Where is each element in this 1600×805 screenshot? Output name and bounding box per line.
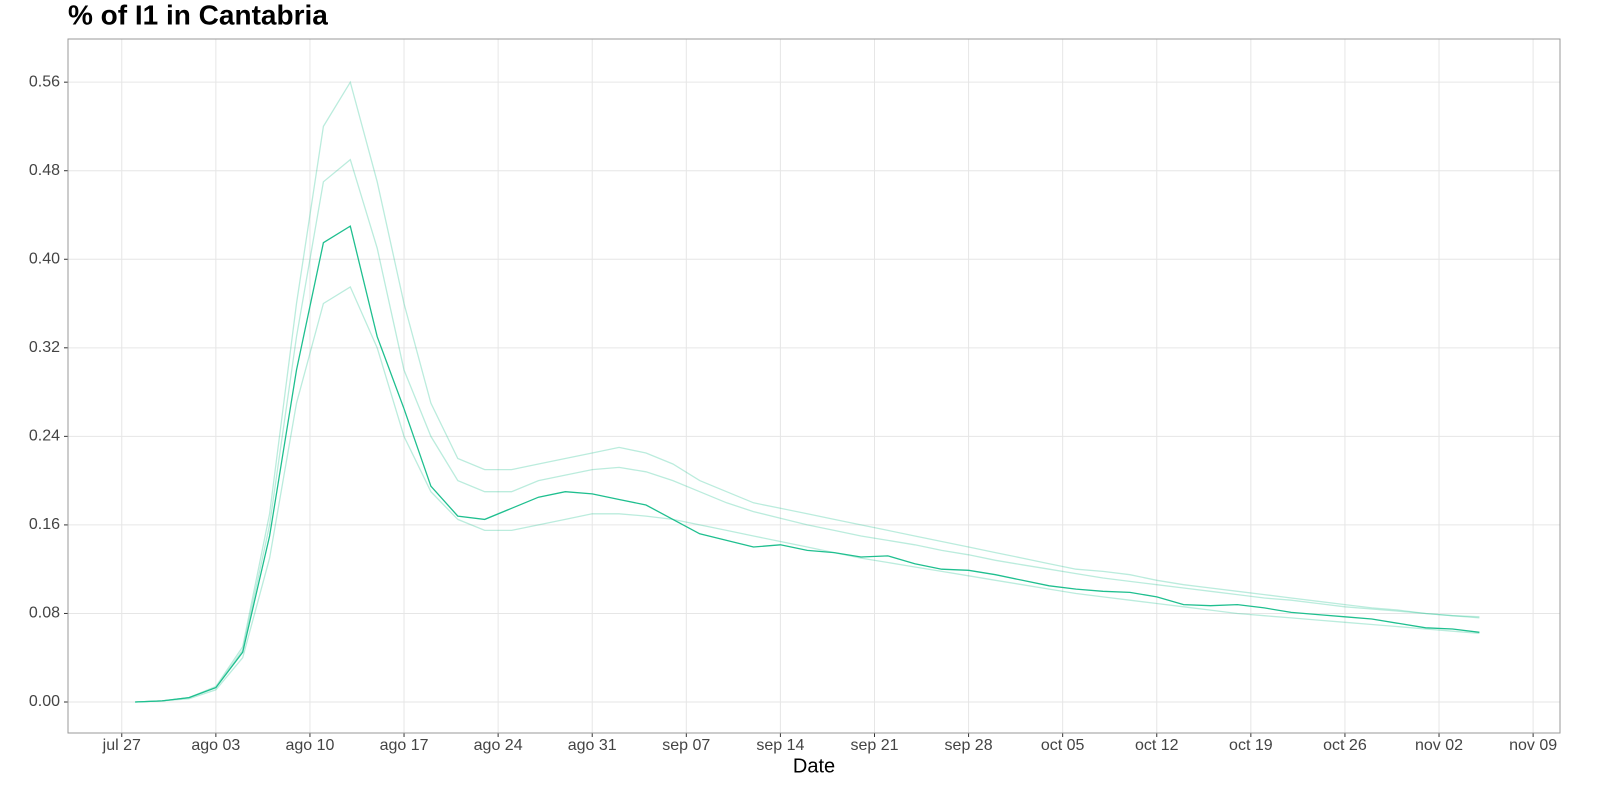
x-tick-label: jul 27	[102, 737, 141, 754]
y-tick-label: 0.24	[29, 428, 60, 445]
y-tick-label: 0.08	[29, 605, 60, 622]
y-tick-label: 0.48	[29, 162, 60, 179]
series-line	[135, 158, 1480, 703]
x-axis-label: Date	[793, 755, 835, 777]
y-tick-label: 0.40	[29, 250, 60, 267]
x-tick-label: ago 03	[191, 737, 240, 754]
y-tick-label: 0.56	[29, 73, 60, 90]
chart-title: % of I1 in Cantabria	[68, 0, 328, 30]
y-tick-label: 0.00	[29, 693, 60, 710]
plot-border	[67, 38, 1561, 734]
series-line	[135, 225, 1480, 703]
x-tick-label: nov 02	[1415, 737, 1463, 754]
x-tick-label: sep 28	[945, 737, 993, 754]
x-tick-label: oct 19	[1229, 737, 1273, 754]
x-tick-label: sep 14	[756, 737, 804, 754]
series-line	[135, 285, 1480, 703]
series-line	[135, 80, 1480, 703]
y-tick-label: 0.32	[29, 339, 60, 356]
x-tick-label: oct 26	[1323, 737, 1367, 754]
x-tick-label: sep 07	[662, 737, 710, 754]
x-tick-label: ago 10	[285, 737, 334, 754]
x-tick-label: ago 17	[380, 737, 429, 754]
x-tick-label: sep 21	[850, 737, 898, 754]
y-tick-label: 0.16	[29, 516, 60, 533]
x-tick-label: nov 09	[1509, 737, 1557, 754]
x-tick-label: ago 24	[474, 737, 523, 754]
x-tick-label: oct 12	[1135, 737, 1179, 754]
x-tick-label: ago 31	[568, 737, 617, 754]
x-tick-label: oct 05	[1041, 737, 1085, 754]
